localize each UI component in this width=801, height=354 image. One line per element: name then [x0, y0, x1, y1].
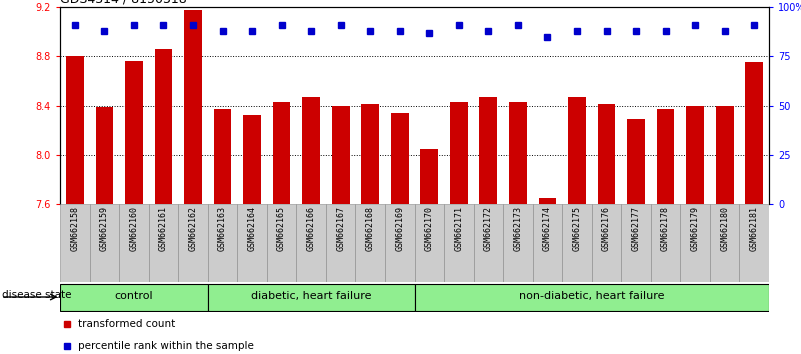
Bar	[538, 198, 556, 204]
Bar	[503, 204, 533, 282]
Text: GSM662163: GSM662163	[218, 206, 227, 251]
Bar	[272, 102, 291, 204]
Bar	[155, 49, 172, 204]
Bar	[650, 204, 680, 282]
Bar	[480, 97, 497, 204]
Bar	[207, 284, 415, 310]
Bar	[627, 119, 645, 204]
Text: GSM662162: GSM662162	[188, 206, 198, 251]
Text: GSM662179: GSM662179	[690, 206, 699, 251]
Bar	[415, 204, 444, 282]
Text: GSM662170: GSM662170	[425, 206, 434, 251]
Text: GSM662175: GSM662175	[573, 206, 582, 251]
Bar	[214, 109, 231, 204]
Bar	[710, 204, 739, 282]
Text: GSM662172: GSM662172	[484, 206, 493, 251]
Bar	[119, 204, 149, 282]
Bar	[568, 97, 586, 204]
Bar	[125, 61, 143, 204]
Bar	[90, 204, 119, 282]
Bar	[60, 204, 90, 282]
Text: GSM662161: GSM662161	[159, 206, 168, 251]
Text: GSM662180: GSM662180	[720, 206, 729, 251]
Bar	[473, 204, 503, 282]
Text: GDS4314 / 8150318: GDS4314 / 8150318	[60, 0, 187, 6]
Text: diabetic, heart failure: diabetic, heart failure	[251, 291, 372, 301]
Bar	[509, 102, 527, 204]
Bar	[657, 109, 674, 204]
Bar	[361, 104, 379, 204]
Bar	[745, 62, 763, 204]
Text: non-diabetic, heart failure: non-diabetic, heart failure	[519, 291, 665, 301]
Bar	[302, 97, 320, 204]
Bar	[267, 204, 296, 282]
Text: GSM662168: GSM662168	[366, 206, 375, 251]
Bar	[356, 204, 385, 282]
Text: GSM662169: GSM662169	[395, 206, 405, 251]
Bar	[444, 204, 473, 282]
Bar	[421, 149, 438, 204]
Bar	[237, 204, 267, 282]
Bar	[680, 204, 710, 282]
Text: percentile rank within the sample: percentile rank within the sample	[78, 342, 254, 352]
Text: GSM662158: GSM662158	[70, 206, 79, 251]
Bar	[385, 204, 415, 282]
Bar	[598, 104, 615, 204]
Bar	[622, 204, 650, 282]
Text: control: control	[115, 291, 153, 301]
Bar	[178, 204, 207, 282]
Text: GSM662174: GSM662174	[543, 206, 552, 251]
Text: GSM662181: GSM662181	[750, 206, 759, 251]
Bar	[60, 284, 207, 310]
Bar	[326, 204, 356, 282]
Bar	[149, 204, 178, 282]
Bar	[332, 105, 349, 204]
Text: GSM662164: GSM662164	[248, 206, 256, 251]
Bar	[686, 105, 704, 204]
Bar	[739, 204, 769, 282]
Bar	[66, 56, 83, 204]
Bar	[296, 204, 326, 282]
Text: transformed count: transformed count	[78, 319, 175, 329]
Text: GSM662165: GSM662165	[277, 206, 286, 251]
Bar	[244, 115, 261, 204]
Bar	[391, 113, 409, 204]
Text: GSM662171: GSM662171	[454, 206, 463, 251]
Bar	[450, 102, 468, 204]
Text: GSM662173: GSM662173	[513, 206, 522, 251]
Bar	[592, 204, 622, 282]
Bar	[533, 204, 562, 282]
Text: disease state: disease state	[2, 291, 71, 301]
Text: GSM662159: GSM662159	[100, 206, 109, 251]
Text: GSM662178: GSM662178	[661, 206, 670, 251]
Bar	[184, 10, 202, 204]
Text: GSM662177: GSM662177	[631, 206, 641, 251]
Bar	[207, 204, 237, 282]
Text: GSM662166: GSM662166	[307, 206, 316, 251]
Text: GSM662167: GSM662167	[336, 206, 345, 251]
Text: GSM662176: GSM662176	[602, 206, 611, 251]
Bar	[716, 105, 734, 204]
Bar	[562, 204, 592, 282]
Bar	[95, 107, 113, 204]
Text: GSM662160: GSM662160	[130, 206, 139, 251]
Bar	[415, 284, 769, 310]
